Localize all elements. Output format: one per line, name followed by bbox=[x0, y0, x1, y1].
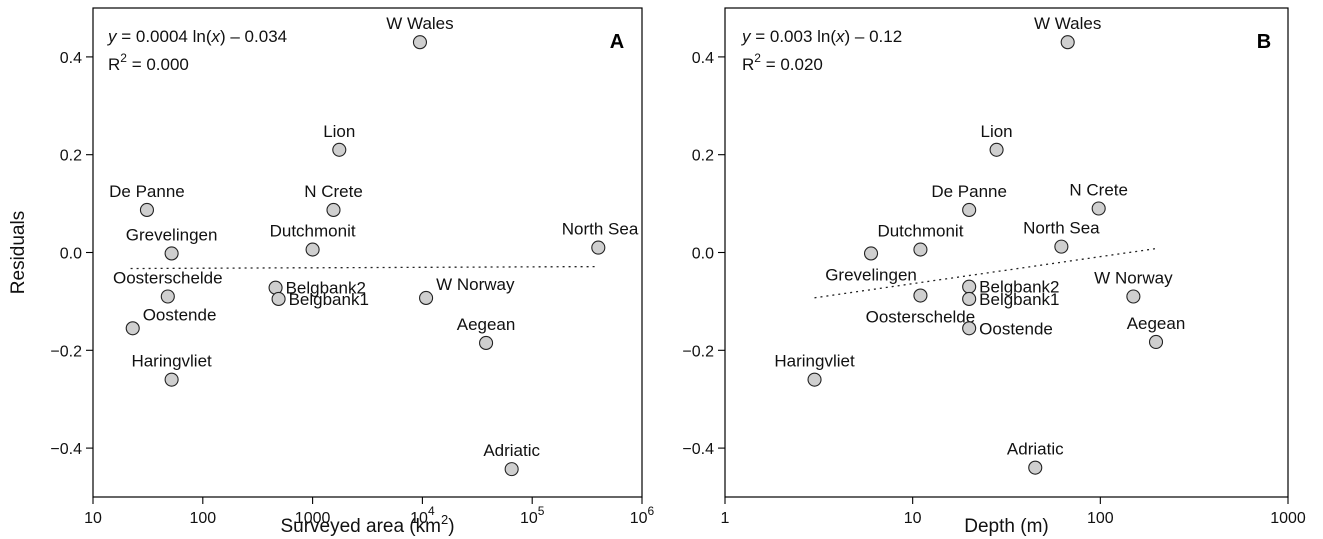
panel-b-label-north-sea: North Sea bbox=[1023, 219, 1100, 238]
panel-a-regression-equation: y = 0.0004 ln(x) – 0.034 bbox=[107, 27, 287, 46]
panel-a-point-north-sea bbox=[591, 240, 606, 255]
panel-a-y-tick-label: 0.2 bbox=[60, 148, 82, 165]
panel-a-y-tick-label: −0.2 bbox=[50, 343, 82, 360]
panel-a-r-squared: R2 = 0.000 bbox=[108, 51, 189, 74]
panel-b-scatter-plot: 1 10 100 1000 −0.4 −0.2 0.0 0.2 0.4 Depth (m) y = … bbox=[682, 7, 1306, 537]
panel-b-point-dutchmonit bbox=[913, 242, 928, 257]
panel-b-point-oostende bbox=[962, 321, 977, 336]
panel-b-x-tick-label: 1 bbox=[721, 510, 730, 527]
panel-a-label-w-norway: W Norway bbox=[436, 275, 515, 294]
panel-a-x-axis-label: Surveyed area (km2) bbox=[280, 512, 454, 537]
panel-b-trend-line bbox=[814, 247, 1157, 299]
panel-a-point-de-panne bbox=[139, 202, 155, 218]
panel-a-label-belgbank1: Belgbank1 bbox=[289, 290, 369, 309]
panel-b-y-tick-label: 0.0 bbox=[692, 246, 714, 263]
panel-b-label-w-wales: W Wales bbox=[1034, 14, 1101, 33]
panel-a-y-tick-label: 0.0 bbox=[60, 246, 82, 263]
panel-a-label-adriatic: Adriatic bbox=[483, 441, 540, 460]
panel-b-label-haringvliet: Haringvliet bbox=[774, 352, 855, 371]
panel-b-point-n-crete bbox=[1091, 201, 1106, 216]
panel-b-label-lion: Lion bbox=[981, 122, 1013, 141]
panel-b-r-squared: R2 = 0.020 bbox=[742, 51, 823, 74]
panel-b-point-de-panne bbox=[962, 202, 977, 218]
panel-b-y-tick-label: 0.2 bbox=[692, 148, 714, 165]
panel-b-x-tick-label: 10 bbox=[904, 510, 922, 527]
panel-b-point-w-norway bbox=[1126, 289, 1141, 304]
panel-b-point-adriatic bbox=[1028, 460, 1043, 475]
panel-a-label-n-crete: N Crete bbox=[304, 182, 363, 201]
panel-a-label-north-sea: North Sea bbox=[562, 220, 639, 239]
panel-a-point-aegean bbox=[479, 335, 494, 351]
panel-a-y-tick-label: −0.4 bbox=[50, 441, 82, 458]
panel-a-x-tick-label: 10 bbox=[84, 510, 102, 527]
panel-b-x-axis-label: Depth (m) bbox=[964, 516, 1048, 537]
panel-b-y-tick-label: 0.4 bbox=[692, 50, 714, 67]
panel-a-point-oostende bbox=[125, 321, 140, 336]
panel-a-label-grevelingen: Grevelingen bbox=[126, 225, 218, 244]
panel-a-label-belgbank2: Belgbank2 bbox=[286, 279, 366, 298]
panel-a-point-belgbank1 bbox=[271, 291, 286, 307]
panel-a-point-n-crete bbox=[326, 202, 341, 218]
panel-a-point-w-norway bbox=[419, 290, 434, 306]
panel-a-y-tick-label: 0.4 bbox=[60, 50, 82, 67]
panel-a-x-tick-label: 100 bbox=[189, 510, 216, 527]
panel-b-x-tick-label: 100 bbox=[1087, 510, 1114, 527]
panel-a-point-oosterschelde bbox=[160, 289, 175, 304]
panel-a-x-tick-label: 1000 bbox=[295, 510, 331, 527]
panel-b-label-oosterschelde: Oosterschelde bbox=[866, 308, 976, 327]
panel-a-label-oostende: Oostende bbox=[143, 305, 217, 324]
panel-b-label-aegean: Aegean bbox=[1127, 314, 1186, 333]
panel-b-label-belgbank1: Belgbank1 bbox=[979, 290, 1059, 309]
panel-a-y-axis-label: Residuals bbox=[8, 211, 29, 294]
panel-a-label-lion: Lion bbox=[323, 122, 355, 141]
panel-a-panel-letter: A bbox=[610, 31, 624, 53]
panel-b-point-aegean bbox=[1148, 334, 1164, 350]
panel-b-label-oostende: Oostende bbox=[979, 319, 1053, 338]
panel-a-label-oosterschelde: Oosterschelde bbox=[113, 269, 223, 288]
panel-b-label-w-norway: W Norway bbox=[1094, 269, 1173, 288]
panel-b-label-de-panne: De Panne bbox=[931, 182, 1007, 201]
panel-b-y-tick-label: −0.4 bbox=[682, 441, 714, 458]
panel-b-point-haringvliet bbox=[807, 372, 822, 387]
panel-b-point-grevelingen bbox=[863, 246, 879, 261]
panel-b-point-north-sea bbox=[1054, 239, 1069, 254]
panel-b-label-dutchmonit: Dutchmonit bbox=[877, 222, 963, 241]
panel-b-label-grevelingen: Grevelingen bbox=[825, 265, 917, 284]
panel-a-x-tick-label: 106 bbox=[630, 504, 655, 527]
panel-a-x-tick-label: 105 bbox=[520, 504, 545, 527]
panel-a-label-de-panne: De Panne bbox=[109, 182, 185, 201]
panel-b-label-n-crete: N Crete bbox=[1069, 180, 1128, 199]
panel-b-label-belgbank2: Belgbank2 bbox=[979, 278, 1059, 297]
panel-a-point-adriatic bbox=[504, 462, 519, 477]
panel-b-point-w-wales bbox=[1060, 35, 1075, 50]
panel-b-point-lion bbox=[989, 142, 1004, 157]
panel-a-point-w-wales bbox=[412, 35, 428, 50]
panel-b-y-tick-label: −0.2 bbox=[682, 343, 714, 360]
panel-b-panel-letter: B bbox=[1257, 31, 1271, 53]
panel-b-x-tick-label: 1000 bbox=[1270, 510, 1306, 527]
panel-b-point-oosterschelde bbox=[913, 288, 928, 303]
panel-a-point-haringvliet bbox=[164, 372, 179, 387]
panel-b-point-belgbank2 bbox=[962, 279, 977, 294]
panel-a-point-grevelingen bbox=[164, 246, 179, 261]
panel-a-label-haringvliet: Haringvliet bbox=[131, 352, 212, 371]
panel-a-point-dutchmonit bbox=[305, 242, 320, 257]
panel-a-label-dutchmonit: Dutchmonit bbox=[270, 222, 356, 241]
panel-b-label-adriatic: Adriatic bbox=[1007, 440, 1064, 459]
panel-a-point-lion bbox=[332, 142, 347, 157]
panel-a-label-w-wales: W Wales bbox=[386, 14, 453, 33]
panel-a-scatter-plot: 10 100 1000 104 105 106 −0.4 −0.2 0.0 0.2 0.4 Surve… bbox=[8, 7, 655, 537]
panel-b-regression-equation: y = 0.003 ln(x) – 0.12 bbox=[741, 27, 902, 46]
panel-b-plot-frame bbox=[724, 7, 1289, 498]
panel-a-x-tick-label: 104 bbox=[410, 504, 435, 527]
panel-a-label-aegean: Aegean bbox=[457, 315, 516, 334]
panel-b-point-belgbank1 bbox=[962, 291, 977, 307]
